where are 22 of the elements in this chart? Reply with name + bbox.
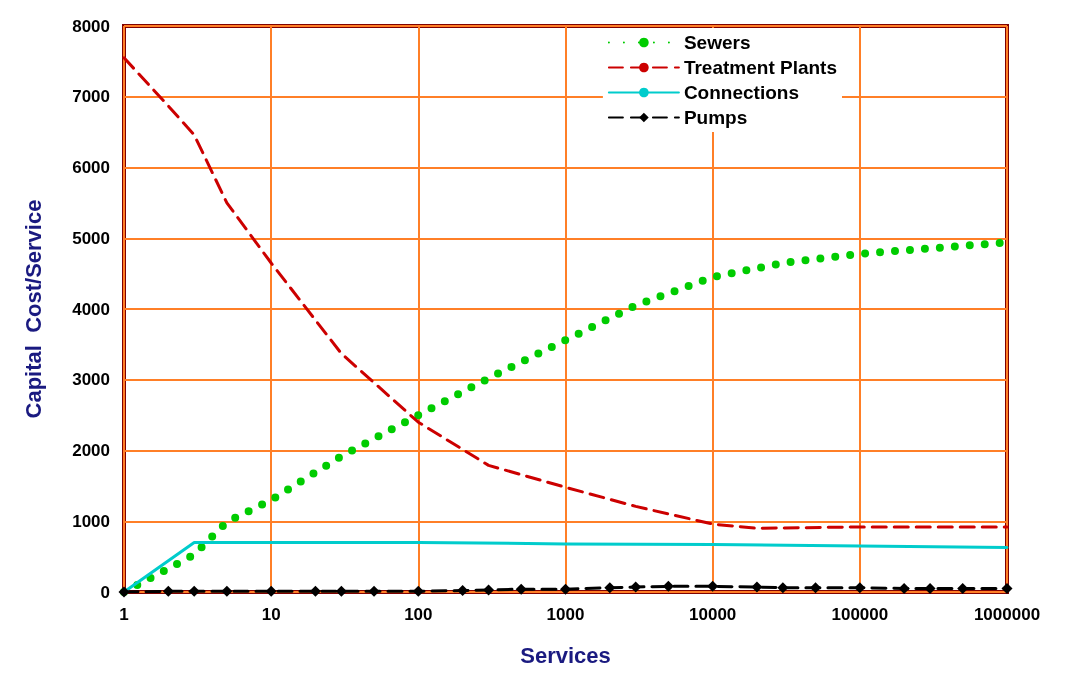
x-tick-label: 1 [119,605,129,624]
y-tick-label: 3000 [72,370,110,390]
legend-label: Sewers [683,32,751,53]
x-tick-label: 1000000 [973,605,1041,624]
x-tick-label: 100000 [831,605,889,624]
y-tick-label: 5000 [72,228,110,248]
y-tick-label: 0 [100,582,110,602]
x-tick-label: 10000 [689,605,737,624]
y-tick-label: 1000 [72,511,110,531]
y-axis-title: Capital Cost/Service [20,199,46,419]
legend-label: Connections [683,82,799,103]
legend-label: Pumps [683,107,748,128]
y-tick-label: 7000 [72,87,110,107]
x-axis-title: Services [520,642,611,668]
x-tick-label: 1000 [546,605,585,624]
y-tick-label: 4000 [72,299,110,319]
x-tick-label: 10 [261,605,281,624]
y-tick-label: 6000 [72,158,110,177]
y-tick-label: 8000 [72,16,110,36]
y-tick-label: 2000 [72,441,110,460]
x-tick-label: 100 [404,605,433,624]
legend-label: Treatment Plants [683,57,838,78]
